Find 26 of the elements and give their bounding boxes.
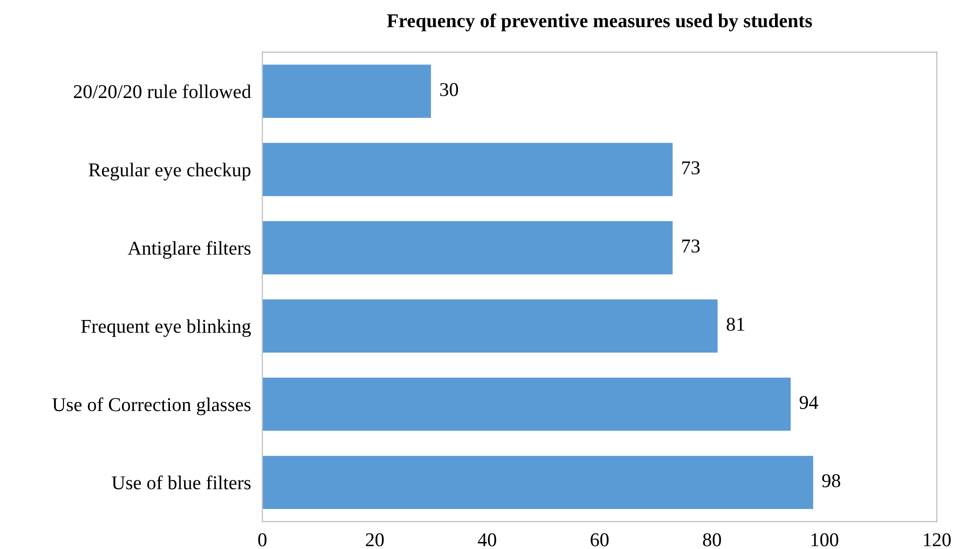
- x-tick-label: 40: [478, 533, 496, 546]
- y-tick-label: Use of blue filters: [112, 475, 251, 490]
- data-label: 30: [440, 83, 458, 96]
- x-tick-label: 20: [366, 533, 384, 546]
- y-tick-label: Use of Correction glasses: [52, 397, 251, 416]
- data-label: 81: [726, 318, 744, 331]
- data-label: 94: [800, 396, 818, 410]
- y-tick-label: Frequent eye blinking: [81, 319, 251, 337]
- x-tick-label: 0: [258, 533, 266, 546]
- data-label: 73: [682, 240, 700, 253]
- y-tick-label: Antiglare filters: [128, 240, 251, 259]
- bar: [262, 221, 673, 274]
- x-tick-label: 100: [812, 533, 838, 546]
- x-tick-label: 80: [703, 533, 721, 546]
- chart-title: Frequency of preventive measures used by students: [387, 13, 812, 32]
- data-label: 98: [822, 474, 840, 488]
- bar: [262, 299, 718, 353]
- x-tick-label: 60: [590, 533, 609, 546]
- y-tick-label: Regular eye checkup: [88, 162, 250, 180]
- bar: [262, 142, 673, 196]
- bar: [262, 64, 431, 118]
- data-label: 73: [682, 161, 700, 174]
- x-tick-label: 120: [924, 533, 951, 546]
- bar: [262, 378, 791, 431]
- bar: [262, 456, 814, 510]
- y-tick-label: 20/20/20 rule followed: [74, 84, 252, 98]
